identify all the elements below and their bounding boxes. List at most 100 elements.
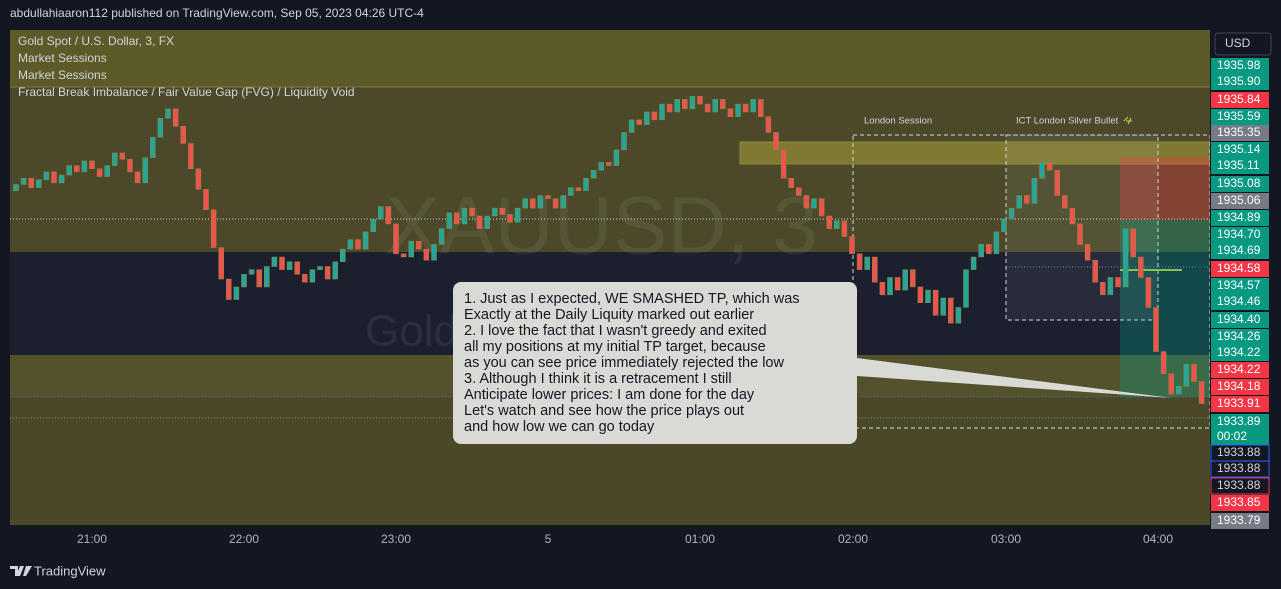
- candle: [1115, 277, 1121, 288]
- price-label: 1933.88: [1217, 445, 1261, 459]
- candle: [150, 136, 156, 158]
- price-label: 1934.40: [1217, 312, 1261, 326]
- candles: [13, 95, 1205, 404]
- time-label: 21:00: [77, 532, 107, 546]
- candle: [355, 239, 361, 250]
- price-label: 1934.69: [1217, 243, 1261, 257]
- session-label: London Session: [864, 116, 932, 127]
- candle: [119, 152, 126, 160]
- time-label: 02:00: [838, 532, 868, 546]
- candle: [788, 177, 794, 188]
- price-label-bg: [1211, 379, 1269, 395]
- candle: [1008, 207, 1015, 220]
- price-label-bg: [1211, 261, 1269, 277]
- price-label: 1935.59: [1217, 109, 1261, 123]
- price-label: 1933.85: [1217, 495, 1261, 509]
- candle: [621, 132, 627, 151]
- currency-button[interactable]: [1214, 32, 1272, 56]
- candle: [894, 277, 901, 291]
- candle: [302, 274, 308, 283]
- candle: [507, 214, 513, 223]
- candle: [879, 281, 886, 296]
- candle: [720, 99, 726, 110]
- candle: [385, 206, 392, 225]
- candle: [796, 187, 802, 196]
- callout-line: 3. Although I think it is a retracement …: [464, 371, 732, 387]
- candle: [773, 132, 779, 151]
- candle: [872, 256, 878, 283]
- candle: [818, 198, 825, 217]
- candle: [1062, 195, 1068, 209]
- time-label: 01:00: [685, 532, 715, 546]
- candle: [606, 162, 612, 166]
- currency[interactable]: USD: [1225, 36, 1251, 50]
- candle: [309, 269, 316, 283]
- candle: [1024, 195, 1030, 204]
- candle: [74, 165, 80, 173]
- candle: [188, 143, 194, 169]
- candle: [332, 261, 338, 280]
- time-label: 03:00: [991, 532, 1021, 546]
- price-label-bg: [1211, 329, 1269, 345]
- price-label-bg: [1211, 362, 1269, 378]
- candle: [1191, 363, 1197, 382]
- legend-line: Gold Spot / U.S. Dollar, 3, FX: [18, 34, 174, 48]
- price-label: 1934.22: [1217, 362, 1261, 376]
- candle: [89, 160, 95, 169]
- price-label: 1935.06: [1217, 193, 1261, 207]
- candle: [58, 174, 65, 184]
- candle: [978, 244, 984, 258]
- candle: [203, 188, 209, 210]
- candle: [910, 269, 916, 288]
- candle: [628, 119, 635, 133]
- candle: [1198, 381, 1205, 404]
- candle: [925, 289, 931, 303]
- candle: [1176, 386, 1182, 395]
- candle: [66, 165, 72, 176]
- candle: [233, 286, 240, 300]
- price-label: 1935.35: [1217, 125, 1261, 139]
- candle: [28, 177, 34, 188]
- candle: [370, 218, 376, 233]
- candle: [841, 220, 848, 237]
- candle: [955, 307, 962, 324]
- candle: [218, 247, 224, 280]
- candle: [750, 99, 756, 113]
- candle: [917, 286, 924, 303]
- price-label-bg: [1211, 243, 1269, 259]
- publisher: abdullahiaaron112 published on TradingVi…: [10, 6, 424, 20]
- candle: [51, 171, 57, 184]
- callout-text: 1. Just as I expected, WE SMASHED TP, wh…: [464, 291, 800, 435]
- session-label: ICT London Silver Bullet: [1016, 116, 1119, 127]
- price-label-bg: [1211, 210, 1269, 226]
- candle: [20, 177, 27, 185]
- price-label: 1934.26: [1217, 329, 1261, 343]
- time-label: 23:00: [381, 532, 411, 546]
- candle: [81, 160, 88, 173]
- candle: [834, 220, 840, 229]
- price-label-bg: [1211, 414, 1269, 446]
- candle: [986, 244, 992, 255]
- legend-line: Fractal Break Imbalance / Fair Value Gap…: [18, 85, 355, 99]
- candle: [583, 177, 589, 192]
- candle: [659, 103, 665, 121]
- candle: [530, 198, 536, 209]
- candle: [613, 149, 620, 166]
- price-label: 1933.91: [1217, 396, 1261, 410]
- candle: [780, 149, 787, 179]
- candle: [271, 256, 278, 267]
- price-label: 1933.79: [1217, 513, 1261, 527]
- watermark-symbol: XAUUSD, 3: [385, 181, 818, 272]
- candle: [400, 253, 407, 258]
- candle: [134, 171, 141, 184]
- candle: [636, 119, 642, 125]
- candle: [393, 223, 399, 255]
- candle: [644, 111, 650, 125]
- callout-line: 2. I love the fact that I wasn't greedy …: [464, 323, 767, 339]
- session-band: [10, 87, 1210, 252]
- candle: [651, 111, 658, 121]
- price-label-bg: [1211, 193, 1269, 209]
- candle: [1130, 228, 1136, 258]
- candle: [537, 195, 544, 209]
- footer-brand: TradingView: [34, 563, 106, 578]
